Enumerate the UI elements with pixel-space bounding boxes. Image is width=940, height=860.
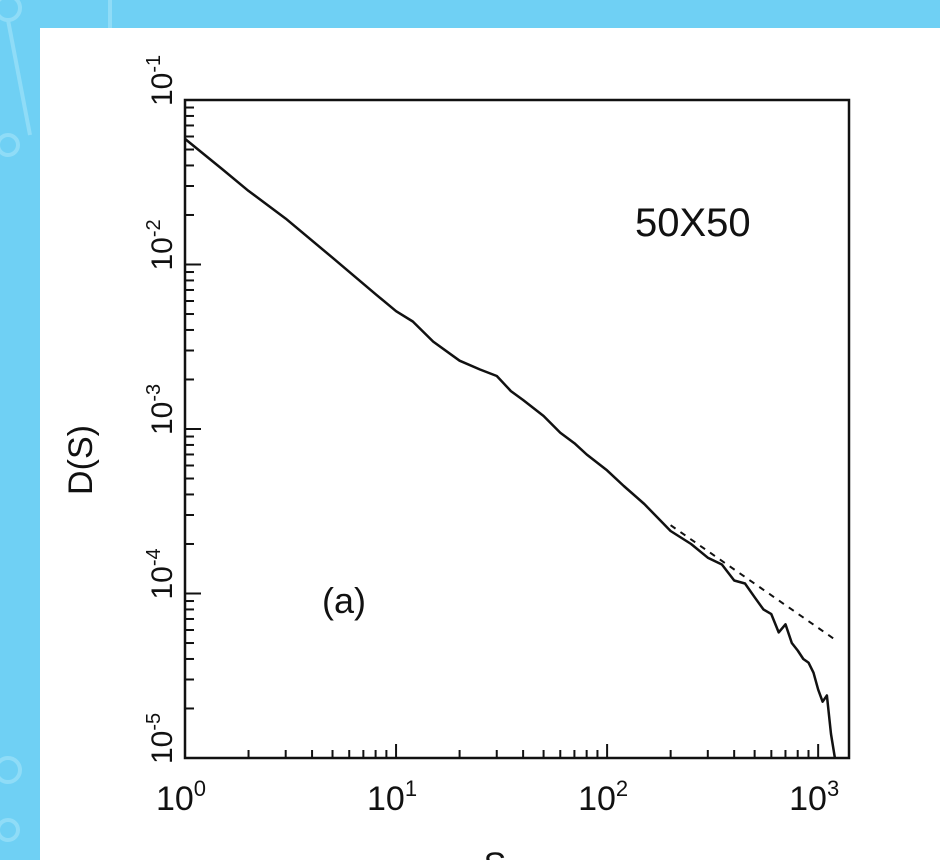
y-tick-label: 10-1 (143, 55, 179, 106)
y-axis-label: D(S) (62, 425, 100, 495)
figure-scan: 100 101 102 103 10-5 10-4 10-3 10-2 10-1 50X50 … (40, 28, 940, 860)
data-line (184, 137, 837, 759)
annotation-system-size: 50X50 (635, 201, 751, 245)
x-tick-label: 100 (156, 776, 206, 818)
power-law-chart: 100 101 102 103 10-510-410-310-210-1 50X50 … (62, 55, 851, 860)
x-tick-label: 103 (789, 776, 839, 818)
fit-line-dashed (670, 524, 836, 641)
x-axis-label: S (484, 846, 507, 860)
y-tick-label: 10-4 (143, 548, 179, 599)
plot-area-frame (183, 98, 851, 760)
x-tick-label: 101 (367, 776, 417, 818)
annotation-panel-label: (a) (322, 580, 366, 621)
y-tick-label: 10-2 (143, 219, 179, 270)
y-tick-label: 10-5 (143, 713, 179, 764)
y-tick-label: 10-3 (143, 384, 179, 435)
x-tick-label: 102 (578, 776, 628, 818)
